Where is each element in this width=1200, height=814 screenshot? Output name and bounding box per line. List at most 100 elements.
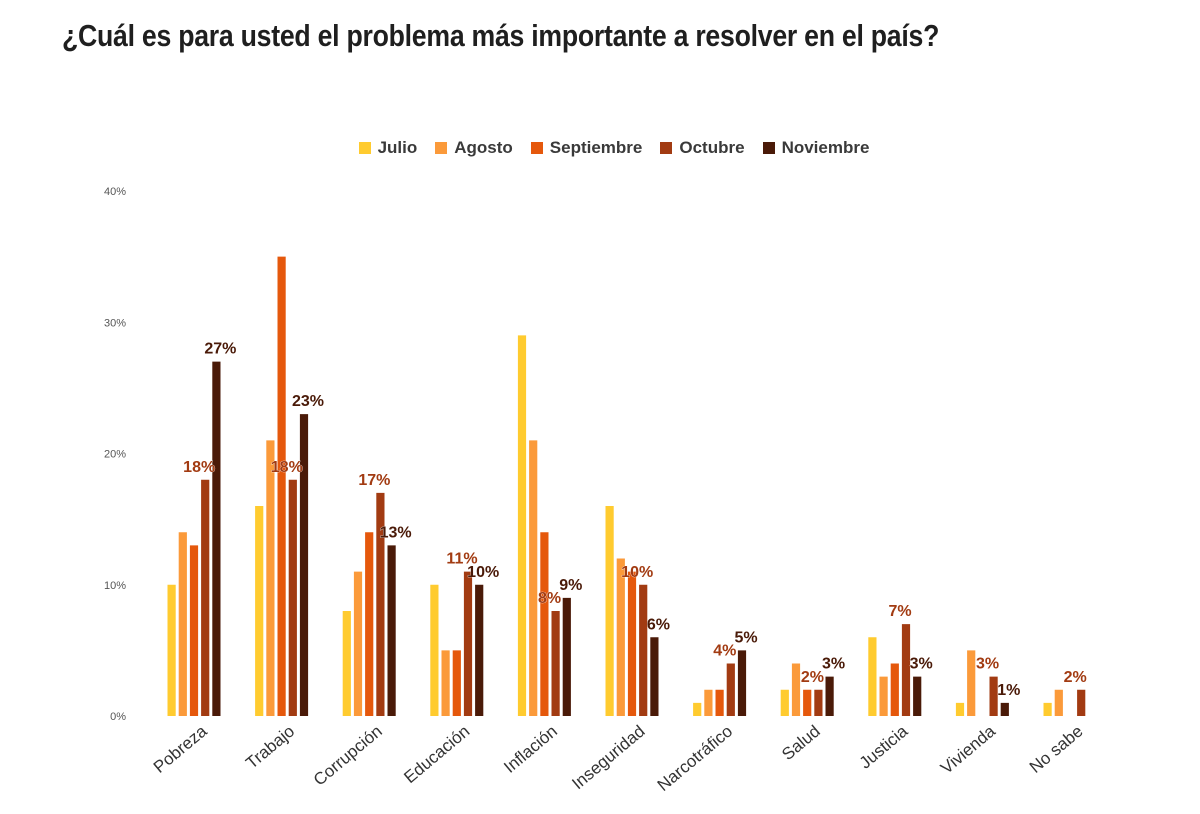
legend-swatch — [358, 142, 371, 154]
data-label: 17% — [358, 472, 390, 489]
bar-julio — [605, 506, 614, 716]
bar-octubre — [376, 492, 385, 716]
data-label: 11% — [446, 551, 477, 568]
data-label: 27% — [204, 341, 236, 358]
data-label: 6% — [647, 616, 670, 633]
y-tick-label: 10% — [104, 580, 126, 592]
legend-label: Noviembre — [781, 138, 870, 157]
bar-septiembre — [365, 532, 374, 716]
data-label: 13% — [380, 524, 412, 541]
bar-septiembre — [540, 532, 549, 716]
bar-octubre — [201, 479, 210, 716]
bar-agosto — [879, 676, 888, 716]
bar-noviembre — [1000, 702, 1009, 716]
bar-julio — [167, 584, 176, 716]
bar-julio — [342, 611, 351, 716]
legend-swatch — [660, 142, 673, 154]
category-label: Narcotráfico — [654, 722, 736, 795]
bar-julio — [780, 689, 789, 716]
bar-agosto — [441, 650, 450, 716]
bar-octubre — [551, 611, 560, 716]
bar-noviembre — [562, 597, 571, 716]
data-label: 23% — [292, 393, 324, 410]
bar-octubre — [814, 689, 823, 716]
y-tick-label: 30% — [104, 317, 126, 329]
legend-label: Octubre — [679, 138, 745, 157]
bar-julio — [430, 584, 439, 716]
bar-agosto — [529, 440, 538, 716]
category-label: Salud — [778, 722, 824, 765]
category-label: No sabe — [1026, 722, 1087, 777]
legend-swatch — [530, 142, 543, 154]
data-label: 2% — [801, 669, 824, 686]
category-label: Inflación — [500, 722, 561, 777]
bar-octubre — [1077, 689, 1086, 716]
y-tick-label: 40% — [104, 186, 126, 198]
bar-julio — [693, 702, 702, 716]
data-label: 1% — [997, 682, 1020, 699]
bar-agosto — [616, 558, 625, 716]
bar-septiembre — [277, 256, 286, 716]
bar-octubre — [989, 676, 998, 716]
legend-swatch — [435, 142, 448, 154]
legend-item-octubre: Octubre — [660, 138, 745, 158]
bar-agosto — [353, 571, 363, 716]
bar-octubre — [288, 479, 297, 716]
bar-agosto — [266, 440, 275, 716]
data-label: 2% — [1064, 669, 1087, 686]
bar-julio — [955, 702, 965, 716]
bar-octubre — [639, 584, 648, 716]
bar-septiembre — [627, 571, 637, 716]
category-label: Inseguridad — [568, 722, 648, 794]
data-label: 4% — [713, 643, 736, 660]
data-label: 18% — [183, 459, 215, 476]
legend-label: Septiembre — [549, 138, 643, 157]
y-tick-label: 0% — [110, 711, 126, 723]
bar-septiembre — [189, 545, 199, 716]
bar-septiembre — [803, 689, 812, 716]
bar-julio — [1043, 702, 1052, 716]
data-label: 5% — [734, 629, 757, 646]
bar-noviembre — [299, 414, 309, 716]
data-label: 18% — [271, 459, 303, 476]
bar-noviembre — [650, 637, 659, 716]
category-label: Pobreza — [150, 721, 211, 777]
data-label: 3% — [976, 656, 999, 673]
bar-agosto — [704, 689, 713, 716]
legend-item-agosto: Agosto — [435, 138, 513, 158]
category-label: Vivienda — [937, 721, 999, 778]
bar-noviembre — [737, 650, 747, 716]
bar-noviembre — [825, 676, 834, 716]
data-label: 10% — [621, 564, 653, 581]
legend-label: Agosto — [454, 138, 513, 157]
bar-agosto — [791, 663, 801, 716]
data-label: 3% — [822, 656, 845, 673]
legend-swatch — [762, 142, 775, 154]
bar-septiembre — [715, 689, 724, 716]
bar-noviembre — [212, 361, 221, 716]
bar-julio — [868, 637, 877, 716]
bar-septiembre — [452, 650, 461, 716]
bar-octubre — [463, 571, 473, 716]
bar-agosto — [1054, 689, 1063, 716]
data-label: 10% — [467, 564, 499, 581]
data-label: 8% — [538, 590, 561, 607]
category-label: Justicia — [856, 721, 912, 772]
bar-noviembre — [475, 584, 484, 716]
legend-item-septiembre: Septiembre — [530, 138, 643, 158]
legend: Julio Agosto Septiembre Octubre Noviembre — [0, 138, 1200, 158]
legend-item-julio: Julio — [358, 138, 417, 158]
bar-octubre — [726, 663, 735, 716]
data-label: 7% — [888, 603, 911, 620]
bar-julio — [517, 335, 527, 716]
bar-julio — [255, 506, 264, 716]
chart-title: ¿Cuál es para usted el problema más impo… — [62, 18, 940, 53]
legend-item-noviembre: Noviembre — [762, 138, 870, 158]
bar-agosto — [967, 650, 976, 716]
category-label: Trabajo — [242, 722, 298, 773]
bar-agosto — [178, 532, 187, 716]
data-label: 9% — [559, 577, 582, 594]
bar-noviembre — [913, 676, 922, 716]
bar-septiembre — [890, 663, 899, 716]
